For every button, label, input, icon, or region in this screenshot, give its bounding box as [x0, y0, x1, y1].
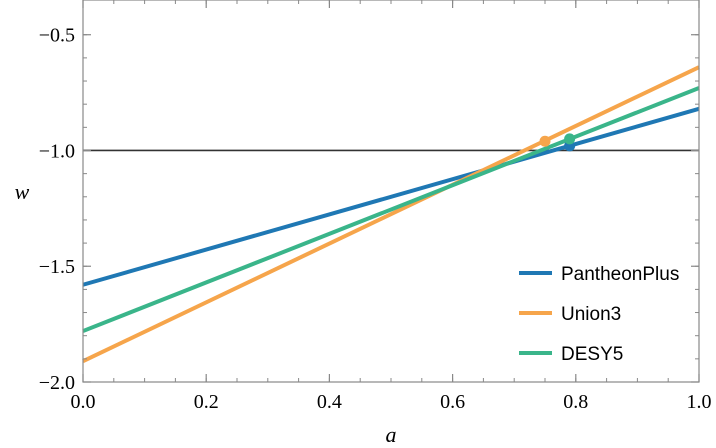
legend-label-desy5: DESY5	[561, 344, 623, 365]
y-tick-label: −1.5	[39, 256, 75, 278]
series-line-pantheonplus	[82, 106, 700, 287]
series-marker-desy5	[564, 133, 576, 145]
x-tick-label: 0.8	[563, 391, 588, 413]
x-tick-label: 0.6	[440, 391, 465, 413]
x-tick-label: 0.4	[317, 391, 342, 413]
legend: PantheonPlus Union3 DESY5	[519, 264, 679, 365]
plot-area	[82, 65, 700, 363]
x-tick-label: 0.0	[71, 391, 96, 413]
x-tick-label: 0.2	[194, 391, 219, 413]
series-marker-union3	[539, 135, 551, 147]
series-line-desy5	[82, 86, 700, 333]
y-tick-label: −2.0	[39, 372, 75, 394]
x-tick-label: 1.0	[687, 391, 712, 413]
legend-label-pantheonplus: PantheonPlus	[561, 264, 679, 285]
legend-label-union3: Union3	[561, 304, 621, 325]
y-axis-title: w	[15, 179, 30, 204]
axes: 0.0 0.2 0.4 0.6 0.8 1.0 −2.0 −1.5 −1.0 −0.5 a w	[15, 0, 712, 447]
y-tick-label: −1.0	[39, 140, 75, 162]
x-axis-title: a	[386, 422, 397, 447]
y-tick-label: −0.5	[39, 25, 75, 47]
series-line-union3	[82, 65, 700, 363]
